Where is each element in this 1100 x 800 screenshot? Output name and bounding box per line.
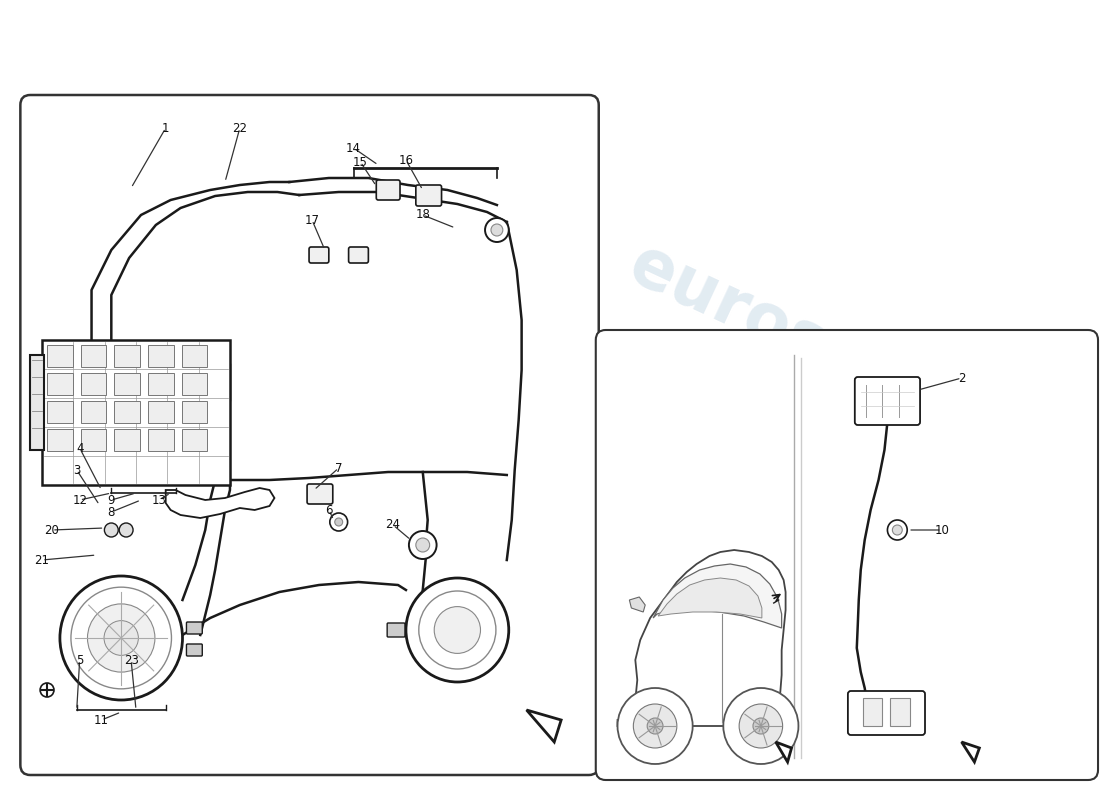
Circle shape bbox=[104, 621, 139, 655]
FancyBboxPatch shape bbox=[855, 377, 920, 425]
FancyBboxPatch shape bbox=[187, 622, 202, 634]
Polygon shape bbox=[961, 742, 979, 762]
Bar bbox=[47, 401, 73, 423]
Text: 14: 14 bbox=[346, 142, 361, 154]
Circle shape bbox=[40, 683, 54, 697]
Bar bbox=[114, 401, 140, 423]
Bar bbox=[182, 345, 207, 367]
Text: 10: 10 bbox=[934, 523, 949, 537]
Bar bbox=[147, 345, 174, 367]
Bar bbox=[182, 429, 207, 451]
FancyBboxPatch shape bbox=[187, 644, 202, 656]
Circle shape bbox=[119, 523, 133, 537]
Text: 22: 22 bbox=[232, 122, 248, 134]
Bar bbox=[182, 401, 207, 423]
Text: 24: 24 bbox=[386, 518, 400, 531]
Text: 8: 8 bbox=[108, 506, 115, 518]
Polygon shape bbox=[658, 578, 762, 618]
Polygon shape bbox=[617, 550, 785, 726]
Circle shape bbox=[330, 513, 348, 531]
Text: 4: 4 bbox=[76, 442, 84, 454]
Circle shape bbox=[334, 518, 343, 526]
Text: 12: 12 bbox=[73, 494, 87, 506]
Text: 16: 16 bbox=[398, 154, 414, 166]
Circle shape bbox=[88, 604, 155, 672]
Text: 23: 23 bbox=[123, 654, 139, 666]
Circle shape bbox=[485, 218, 509, 242]
Polygon shape bbox=[776, 742, 792, 762]
Circle shape bbox=[634, 704, 676, 748]
Bar bbox=[42, 340, 230, 485]
Bar bbox=[890, 698, 910, 726]
FancyBboxPatch shape bbox=[307, 484, 333, 504]
Circle shape bbox=[434, 606, 481, 654]
FancyBboxPatch shape bbox=[309, 247, 329, 263]
Text: 13: 13 bbox=[152, 494, 166, 506]
Polygon shape bbox=[527, 710, 561, 742]
Text: 6: 6 bbox=[326, 503, 332, 517]
Circle shape bbox=[617, 688, 693, 764]
Bar bbox=[182, 373, 207, 395]
FancyBboxPatch shape bbox=[376, 180, 400, 200]
Text: 7: 7 bbox=[336, 462, 342, 474]
Bar bbox=[30, 355, 44, 450]
Circle shape bbox=[59, 576, 183, 700]
Circle shape bbox=[892, 525, 902, 535]
Text: 18: 18 bbox=[416, 209, 430, 222]
FancyBboxPatch shape bbox=[596, 330, 1098, 780]
Polygon shape bbox=[629, 597, 646, 612]
Bar bbox=[80, 373, 107, 395]
Bar bbox=[80, 345, 107, 367]
Circle shape bbox=[754, 718, 769, 734]
Circle shape bbox=[406, 578, 509, 682]
FancyBboxPatch shape bbox=[848, 691, 925, 735]
Bar bbox=[80, 429, 107, 451]
FancyBboxPatch shape bbox=[21, 95, 598, 775]
Circle shape bbox=[888, 520, 907, 540]
Text: 15: 15 bbox=[353, 155, 367, 169]
FancyBboxPatch shape bbox=[387, 623, 405, 637]
Bar bbox=[47, 345, 73, 367]
Circle shape bbox=[491, 224, 503, 236]
Text: 20: 20 bbox=[45, 523, 59, 537]
Bar bbox=[47, 429, 73, 451]
Text: a passion for parts: a passion for parts bbox=[230, 466, 626, 654]
Bar bbox=[147, 373, 174, 395]
Bar bbox=[114, 373, 140, 395]
FancyArrowPatch shape bbox=[772, 594, 780, 601]
Text: 1: 1 bbox=[162, 122, 169, 134]
Text: 21: 21 bbox=[34, 554, 50, 566]
Circle shape bbox=[724, 688, 799, 764]
Text: since 1985: since 1985 bbox=[455, 566, 756, 714]
Bar bbox=[47, 373, 73, 395]
Text: 2: 2 bbox=[958, 371, 966, 385]
Circle shape bbox=[416, 538, 430, 552]
Bar bbox=[147, 401, 174, 423]
Text: 9: 9 bbox=[108, 494, 115, 506]
FancyBboxPatch shape bbox=[416, 185, 441, 206]
Text: eurospares: eurospares bbox=[618, 231, 1028, 469]
Bar bbox=[862, 698, 882, 726]
Text: since 1985: since 1985 bbox=[727, 418, 978, 542]
Circle shape bbox=[409, 531, 437, 559]
Bar bbox=[80, 401, 107, 423]
Polygon shape bbox=[653, 564, 782, 628]
Bar bbox=[147, 429, 174, 451]
Circle shape bbox=[104, 523, 118, 537]
Text: 11: 11 bbox=[94, 714, 109, 726]
Polygon shape bbox=[166, 488, 274, 518]
Text: eurospares: eurospares bbox=[81, 222, 695, 578]
Circle shape bbox=[739, 704, 782, 748]
FancyBboxPatch shape bbox=[349, 247, 368, 263]
Bar bbox=[114, 429, 140, 451]
Text: 17: 17 bbox=[305, 214, 319, 226]
Bar bbox=[114, 345, 140, 367]
Circle shape bbox=[647, 718, 663, 734]
Text: a passion for parts: a passion for parts bbox=[674, 494, 933, 606]
Text: 5: 5 bbox=[76, 654, 84, 666]
Text: 3: 3 bbox=[73, 463, 80, 477]
